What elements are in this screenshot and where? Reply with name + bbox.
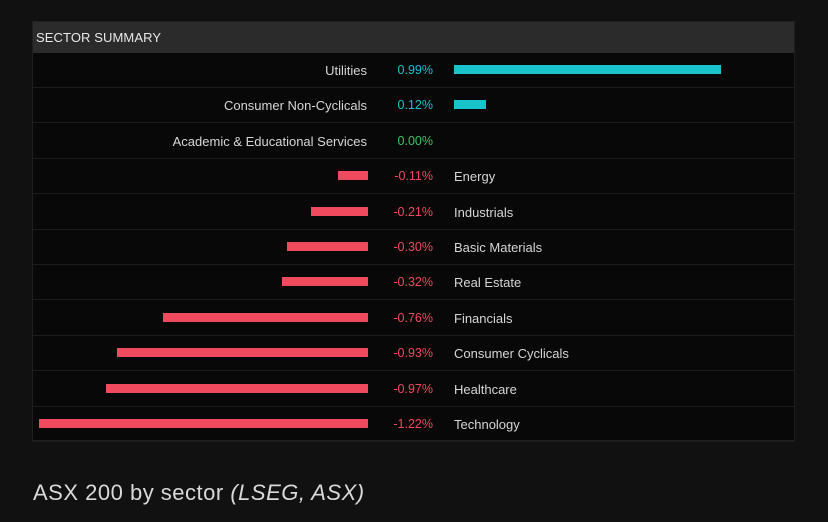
sector-row: Consumer Non-Cyclicals 0.12%	[33, 88, 794, 124]
sector-bar	[162, 312, 368, 322]
panel-title: SECTOR SUMMARY	[33, 22, 794, 53]
sector-label: Consumer Cyclicals	[454, 346, 569, 362]
sector-value: -0.32%	[393, 275, 433, 290]
sector-bar	[311, 206, 368, 216]
sector-bar	[38, 419, 368, 428]
sector-bar	[281, 277, 368, 287]
sector-label: Technology	[454, 417, 520, 432]
sector-row: Industrials -0.21%	[33, 195, 794, 230]
sector-row: Basic Materials -0.30%	[33, 230, 794, 265]
sector-label: Energy	[454, 169, 496, 185]
sector-label: Industrials	[454, 204, 514, 220]
sector-bar	[454, 100, 487, 110]
sector-row: Real Estate -0.32%	[33, 265, 794, 301]
sector-value: 0.99%	[397, 63, 433, 77]
figure-caption: ASX 200 by sector (LSEG, ASX)	[33, 480, 365, 506]
sector-label: Basic Materials	[454, 240, 543, 255]
sector-value: -0.97%	[393, 381, 433, 396]
sector-row: Academic & Educational Services 0.00%	[33, 124, 794, 159]
sector-label: Real Estate	[454, 275, 522, 291]
sector-label: Financials	[454, 310, 513, 326]
sector-bar	[106, 383, 368, 393]
sector-row: Technology -1.22%	[33, 407, 794, 442]
sector-bar	[116, 348, 368, 358]
sector-value: -0.76%	[393, 310, 433, 325]
sector-bar	[287, 242, 368, 251]
sector-row: Consumer Cyclicals -0.93%	[33, 336, 794, 372]
caption-source: (LSEG, ASX)	[230, 480, 365, 505]
sector-bar	[338, 171, 368, 181]
sector-value: -0.11%	[394, 169, 433, 184]
sector-label: Utilities	[325, 63, 367, 78]
sector-label: Consumer Non-Cyclicals	[223, 98, 367, 114]
sector-value: -1.22%	[393, 417, 433, 431]
sector-bar	[454, 65, 722, 74]
sector-row: Financials -0.76%	[33, 301, 794, 336]
caption-text: ASX 200 by sector	[33, 480, 231, 505]
sector-value: -0.21%	[393, 204, 433, 219]
sector-value: -0.93%	[393, 346, 433, 361]
sector-value: 0.00%	[397, 133, 433, 148]
sector-row: Energy -0.11%	[33, 159, 794, 195]
sector-value: -0.30%	[393, 240, 433, 254]
sector-row: Utilities 0.99%	[33, 53, 794, 88]
sector-value: 0.12%	[397, 98, 433, 113]
sector-label: Healthcare	[454, 381, 517, 397]
sector-label: Academic & Educational Services	[172, 133, 367, 149]
sector-row: Healthcare -0.97%	[33, 372, 794, 407]
sector-summary-panel: SECTOR SUMMARY Utilities 0.99% Consumer No…	[32, 21, 795, 442]
